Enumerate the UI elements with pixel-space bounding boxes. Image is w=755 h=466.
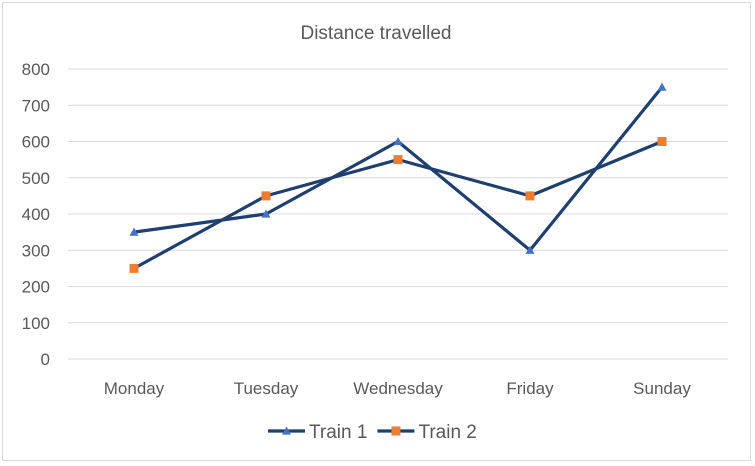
series-group — [129, 82, 667, 273]
data-point — [525, 245, 535, 254]
line-chart: Distance travelled 0 100 200 300 400 500 600 70… — [22, 23, 728, 443]
legend: Train 1 Train 2 — [268, 422, 477, 443]
y-tick-label: 400 — [22, 205, 50, 224]
chart-frame: Distance travelled 0 100 200 300 400 500 600 70… — [2, 2, 751, 461]
x-tick-label: Wednesday — [353, 379, 443, 398]
data-point — [261, 209, 271, 218]
data-point — [261, 191, 271, 201]
legend-item-1: Train 1 — [268, 422, 367, 443]
data-point — [393, 155, 403, 165]
legend-marker — [282, 426, 291, 435]
y-tick-label: 700 — [22, 96, 50, 115]
y-tick-label: 500 — [22, 169, 50, 188]
data-point — [525, 191, 535, 201]
legend-label: Train 2 — [418, 422, 476, 443]
x-tick-label: Tuesday — [234, 379, 299, 398]
y-tick-label: 200 — [22, 278, 50, 297]
y-axis-ticks: 0 100 200 300 400 500 600 700 800 — [22, 60, 50, 369]
x-tick-label: Friday — [506, 379, 554, 398]
y-tick-label: 0 — [41, 350, 50, 369]
x-tick-label: Sunday — [633, 379, 691, 398]
gridlines — [68, 68, 728, 360]
legend-item-2: Train 2 — [377, 422, 477, 443]
x-axis-ticks: Monday Tuesday Wednesday Friday Sunday — [104, 379, 692, 398]
series-2 — [129, 137, 667, 273]
data-point — [657, 137, 667, 146]
y-tick-label: 100 — [22, 314, 50, 333]
chart-title: Distance travelled — [300, 23, 451, 44]
legend-label: Train 1 — [309, 422, 367, 443]
y-tick-label: 300 — [22, 241, 50, 260]
data-point — [393, 137, 403, 146]
x-tick-label: Monday — [104, 379, 165, 398]
legend-marker — [391, 426, 401, 436]
data-point — [657, 82, 667, 91]
data-point — [129, 227, 139, 236]
data-point — [129, 263, 139, 273]
y-tick-label: 600 — [22, 133, 50, 152]
y-tick-label: 800 — [22, 60, 50, 79]
